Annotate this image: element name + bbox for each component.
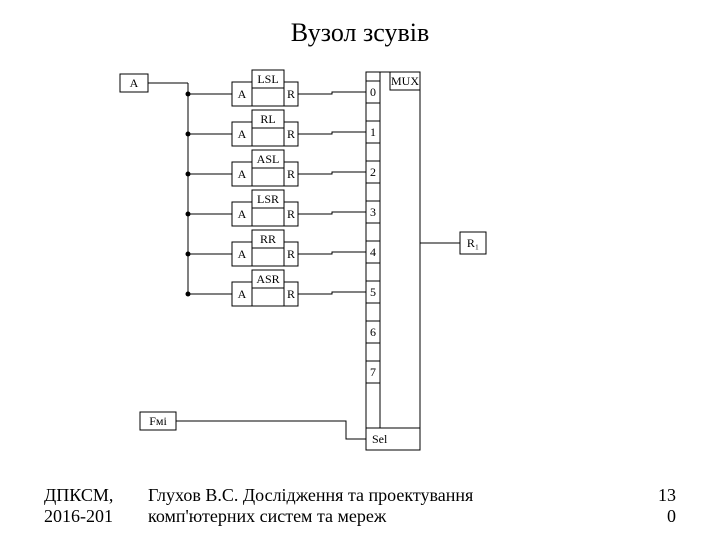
output-label: R₁ [467, 236, 479, 250]
wire [298, 252, 366, 254]
footer-right-l2: 0 [667, 506, 676, 526]
shifter-a-label: A [238, 167, 247, 181]
mux-input-label: 7 [370, 365, 376, 379]
shifter-op-label: LSL [257, 72, 278, 86]
footer-left-l1: ДПКСМ, [44, 485, 113, 505]
footer-left: ДПКСМ, 2016-201 [44, 485, 134, 528]
shifter-op-label: ASL [257, 152, 280, 166]
shifter-a-label: A [238, 207, 247, 221]
shifter-r-label: R [287, 247, 295, 261]
footer-right: 13 0 [636, 485, 676, 528]
wire [298, 92, 366, 94]
shifter-r-label: R [287, 127, 295, 141]
shifter-a-label: A [238, 127, 247, 141]
wire [176, 421, 366, 439]
footer-right-l1: 13 [658, 485, 676, 505]
shifter-r-label: R [287, 87, 295, 101]
mux-title-label: MUX [391, 74, 419, 88]
shift-node-diagram: AALSLRARLRAASLRALSRRARRRAASRRMUX01234567… [0, 0, 720, 540]
mux-sel-label: Sel [372, 432, 388, 446]
footer-left-l2: 2016-201 [44, 506, 113, 526]
wire [298, 292, 366, 294]
shifter-a-label: A [238, 87, 247, 101]
wire [298, 212, 366, 214]
footer-center: Глухов В.С. Дослідження та проектування … [148, 485, 568, 528]
shifter-op-label: ASR [256, 272, 279, 286]
shifter-op-label: LSR [257, 192, 279, 206]
shifter-r-label: R [287, 287, 295, 301]
fmi-label: Fмі [149, 414, 167, 428]
shifter-r-label: R [287, 207, 295, 221]
mux-input-label: 1 [370, 125, 376, 139]
mux-input-label: 0 [370, 85, 376, 99]
shifter-op-label: RL [260, 112, 275, 126]
mux-input-label: 6 [370, 325, 376, 339]
shifter-a-label: A [238, 247, 247, 261]
mux-input-label: 2 [370, 165, 376, 179]
mux-input-label: 5 [370, 285, 376, 299]
wire [298, 132, 366, 134]
input-a-label: A [130, 76, 139, 90]
mux-input-label: 4 [370, 245, 376, 259]
footer-center-l2: комп'ютерних систем та мереж [148, 506, 386, 526]
wire [298, 172, 366, 174]
mux-input-label: 3 [370, 205, 376, 219]
page: Вузол зсувів AALSLRARLRAASLRALSRRARRRAAS… [0, 0, 720, 540]
shifter-a-label: A [238, 287, 247, 301]
footer-center-l1: Глухов В.С. Дослідження та проектування [148, 485, 473, 505]
shifter-op-label: RR [260, 232, 276, 246]
shifter-r-label: R [287, 167, 295, 181]
